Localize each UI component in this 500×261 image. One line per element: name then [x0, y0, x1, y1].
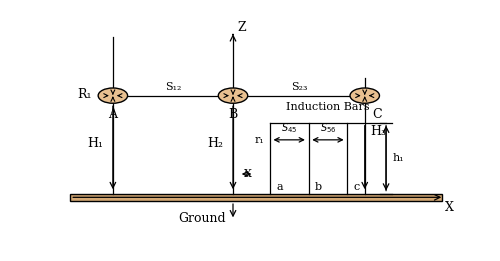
Text: Induction Bars: Induction Bars	[286, 102, 370, 112]
Text: S₂₃: S₂₃	[290, 82, 307, 92]
Circle shape	[350, 88, 380, 103]
Text: X: X	[446, 201, 454, 214]
Text: Ground: Ground	[178, 212, 226, 225]
Text: H₃: H₃	[370, 125, 386, 138]
Text: C: C	[372, 108, 382, 121]
Text: $S_{45}$: $S_{45}$	[281, 121, 297, 135]
Text: B: B	[228, 108, 237, 121]
Text: H₂: H₂	[208, 137, 224, 150]
Text: b: b	[314, 182, 322, 192]
Text: c: c	[354, 182, 360, 192]
Text: S₁₂: S₁₂	[165, 82, 181, 92]
Text: H₁: H₁	[87, 137, 103, 150]
Text: A: A	[108, 108, 118, 121]
Text: X: X	[244, 169, 252, 179]
Text: R₁: R₁	[77, 88, 92, 101]
Text: $S_{56}$: $S_{56}$	[320, 121, 336, 135]
Text: Z: Z	[238, 21, 246, 34]
Circle shape	[98, 88, 128, 103]
Text: h₁: h₁	[392, 153, 404, 163]
Bar	[70, 193, 442, 201]
Text: r₁: r₁	[254, 135, 264, 145]
Circle shape	[218, 88, 248, 103]
Text: a: a	[276, 182, 283, 192]
